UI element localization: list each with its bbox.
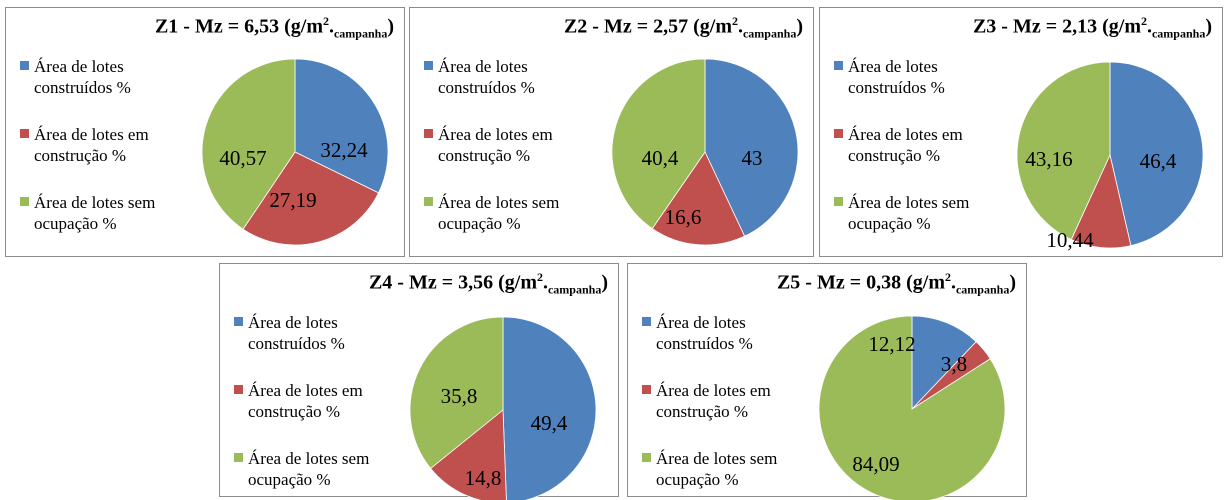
legend-label: Área de lotes sem ocupação % — [248, 449, 370, 489]
legend-swatch — [234, 317, 243, 326]
pie-slice — [911, 315, 977, 410]
legend-label: Área de lotes sem ocupação % — [656, 449, 778, 489]
legend-swatch — [20, 129, 29, 138]
pie-slice — [818, 315, 1006, 500]
pie-data-label: 14,8 — [465, 466, 502, 490]
chart-title-sup: 2 — [731, 14, 738, 28]
legend-label: Área de lotes construídos % — [438, 57, 535, 97]
pie-slice — [1109, 61, 1204, 247]
pie-slice — [1016, 61, 1111, 241]
legend-label: Área de lotes em construção % — [656, 381, 771, 421]
chart-title-main: Z4 - Mz = 3,56 (g/m — [368, 271, 537, 294]
pie-chart: 43 16,6 40,4 — [611, 58, 799, 246]
legend-label: Área de lotes em construção % — [438, 125, 553, 165]
legend-label: Área de lotes construídos % — [848, 57, 945, 97]
pie-data-label: 3,8 — [941, 352, 967, 376]
legend-label: Área de lotes sem ocupação % — [848, 193, 970, 233]
pie-data-label: 84,09 — [852, 452, 899, 476]
legend-swatch — [424, 61, 433, 70]
legend-label: Área de lotes construídos % — [34, 57, 131, 97]
pie-data-label: 27,19 — [269, 188, 316, 212]
legend-swatch — [834, 129, 843, 138]
legend-label: Área de lotes em construção % — [248, 381, 363, 421]
pie-chart: 12,12 3,8 84,09 — [818, 315, 1006, 500]
legend-swatch — [234, 453, 243, 462]
chart-title-mid: . — [737, 15, 743, 38]
chart-title: Z3 - Mz = 2,13 (g/m2.campanha) — [973, 14, 1212, 42]
pie-data-label: 35,8 — [441, 384, 478, 408]
legend-swatch — [642, 385, 651, 394]
chart-title-sup: 2 — [322, 14, 329, 28]
pie-data-label: 10,44 — [1046, 228, 1094, 252]
chart-title-mid: . — [1146, 15, 1152, 38]
chart-title-sub: campanha — [333, 26, 388, 41]
chart-title-mid: . — [328, 15, 334, 38]
chart-title-sup: 2 — [1140, 14, 1147, 28]
pie-data-label: 40,57 — [219, 146, 266, 170]
legend-label: Área de lotes construídos % — [656, 313, 753, 353]
chart-title-mid: . — [542, 271, 548, 294]
legend-swatch — [20, 197, 29, 206]
pie-data-label: 43 — [742, 146, 763, 170]
chart-title-sub: campanha — [1151, 26, 1206, 41]
legend-swatch — [20, 61, 29, 70]
chart-title: Z2 - Mz = 2,57 (g/m2.campanha) — [564, 14, 803, 42]
pie-data-label: 40,4 — [642, 146, 679, 170]
pie-slice — [704, 58, 799, 237]
chart-title-main: Z2 - Mz = 2,57 (g/m — [563, 15, 732, 38]
legend-label: Área de lotes em construção % — [848, 125, 963, 165]
pie-data-label: 43,16 — [1025, 147, 1072, 171]
legend-swatch — [424, 197, 433, 206]
chart-panel: 46,4 10,44 43,16 Z3 - Mz = 2,13 (g/m2.campa… — [819, 7, 1223, 257]
legend-swatch — [234, 385, 243, 394]
pie-data-label: 16,6 — [665, 205, 702, 229]
pie-data-label: 12,12 — [868, 332, 915, 356]
chart-title-end: ) — [796, 15, 803, 38]
pie-data-label: 32,24 — [320, 138, 368, 162]
chart-title-end: ) — [1009, 271, 1016, 294]
chart-title-end: ) — [601, 271, 608, 294]
chart-title: Z1 - Mz = 6,53 (g/m2.campanha) — [155, 14, 394, 42]
pie-data-label: 49,4 — [531, 411, 568, 435]
chart-title: Z5 - Mz = 0,38 (g/m2.campanha) — [777, 270, 1016, 298]
chart-title-mid: . — [950, 271, 956, 294]
chart-title-sub: campanha — [955, 282, 1010, 297]
pie-chart: 49,4 14,8 35,8 — [409, 316, 597, 500]
legend-label: Área de lotes construídos % — [248, 313, 345, 353]
chart-title-main: Z3 - Mz = 2,13 (g/m — [972, 15, 1141, 38]
chart-panel: 43 16,6 40,4 Z2 - Mz = 2,57 (g/m2.campanha)… — [409, 7, 814, 257]
legend-swatch — [834, 197, 843, 206]
pie-slice — [294, 58, 389, 194]
chart-title-main: Z1 - Mz = 6,53 (g/m — [154, 15, 323, 38]
legend-swatch — [642, 317, 651, 326]
legend-swatch — [424, 129, 433, 138]
legend-label: Área de lotes sem ocupação % — [438, 193, 560, 233]
pie-slice — [201, 58, 296, 230]
pie-slice — [502, 316, 597, 500]
chart-title-end: ) — [1205, 15, 1212, 38]
chart-title-end: ) — [387, 15, 394, 38]
pie-slice — [409, 316, 504, 469]
pie-slice — [611, 58, 706, 230]
pie-slice — [242, 151, 380, 246]
legend-label: Área de lotes em construção % — [34, 125, 149, 165]
pie-data-label: 46,4 — [1140, 149, 1177, 173]
legend-label: Área de lotes sem ocupação % — [34, 193, 156, 233]
pie-chart: 46,4 10,44 43,16 — [1016, 61, 1204, 252]
chart-title: Z4 - Mz = 3,56 (g/m2.campanha) — [369, 270, 608, 298]
legend-swatch — [642, 453, 651, 462]
chart-panel: 49,4 14,8 35,8 Z4 - Mz = 3,56 (g/m2.campanh… — [219, 263, 619, 500]
pie-slice — [651, 151, 746, 246]
chart-panel: 32,24 27,19 40,57 Z1 - Mz = 6,53 (g/m2.camp… — [5, 7, 405, 257]
pie-slice — [430, 409, 507, 500]
chart-title-sup: 2 — [944, 270, 951, 284]
chart-panel: 12,12 3,8 84,09 Z5 - Mz = 0,38 (g/m2.campan… — [627, 263, 1027, 500]
chart-title-sub: campanha — [742, 26, 797, 41]
chart-title-sub: campanha — [547, 282, 602, 297]
chart-title-sup: 2 — [536, 270, 543, 284]
legend-swatch — [834, 61, 843, 70]
chart-title-main: Z5 - Mz = 0,38 (g/m — [776, 271, 945, 294]
